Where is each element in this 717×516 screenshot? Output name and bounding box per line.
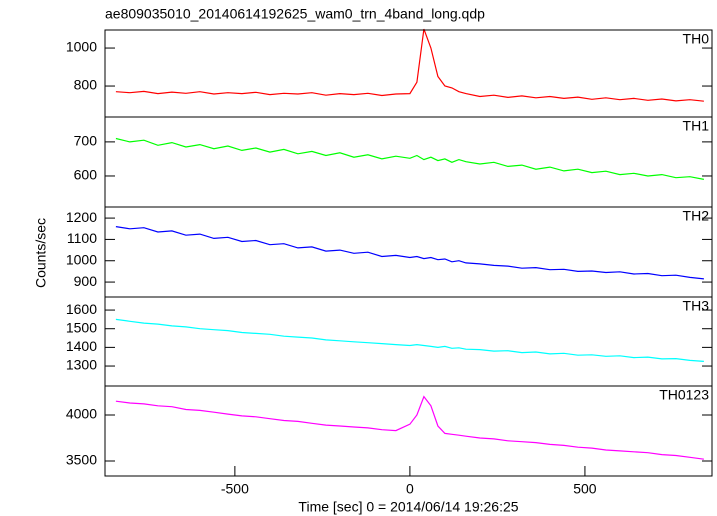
panel-frame	[104, 206, 713, 298]
y-tick-label: 1400	[66, 338, 97, 354]
data-line	[115, 395, 704, 460]
panel-frame	[104, 116, 713, 208]
x-tick-label: 500	[573, 481, 597, 497]
y-tick-label: 1000	[66, 251, 97, 267]
x-tick-label: 0	[406, 481, 414, 497]
y-tick-label: 3500	[66, 452, 97, 468]
panel-label: TH0	[683, 31, 710, 47]
panel-label: TH2	[683, 208, 710, 224]
y-tick-label: 1300	[66, 357, 97, 373]
y-tick-label: 600	[74, 167, 98, 183]
y-tick-label: 1600	[66, 301, 97, 317]
y-tick-label: 1100	[67, 230, 97, 246]
data-line	[115, 28, 704, 102]
y-tick-label: 700	[74, 133, 98, 149]
chart-title: ae809035010_20140614192625_wam0_trn_4ban…	[105, 6, 485, 22]
y-tick-label: 900	[74, 273, 98, 289]
y-tick-label: 1200	[66, 209, 97, 225]
panel-frame	[104, 29, 713, 118]
panel-label: TH0123	[659, 387, 709, 403]
y-tick-label: 1000	[66, 39, 97, 55]
y-tick-label: 800	[74, 77, 98, 93]
y-tick-label: 1500	[66, 319, 97, 335]
x-axis-label: Time [sec] 0 = 2014/06/14 19:26:25	[298, 499, 518, 515]
y-axis-label: Counts/sec	[33, 218, 49, 288]
data-line	[115, 318, 704, 362]
panel-frame	[104, 385, 713, 477]
x-tick-label: -500	[221, 481, 249, 497]
panel-label: TH3	[683, 298, 710, 314]
data-line	[115, 226, 704, 280]
panel-label: TH1	[683, 118, 710, 134]
data-line	[115, 137, 705, 180]
panel-frame	[104, 296, 713, 387]
y-tick-label: 4000	[66, 406, 97, 422]
